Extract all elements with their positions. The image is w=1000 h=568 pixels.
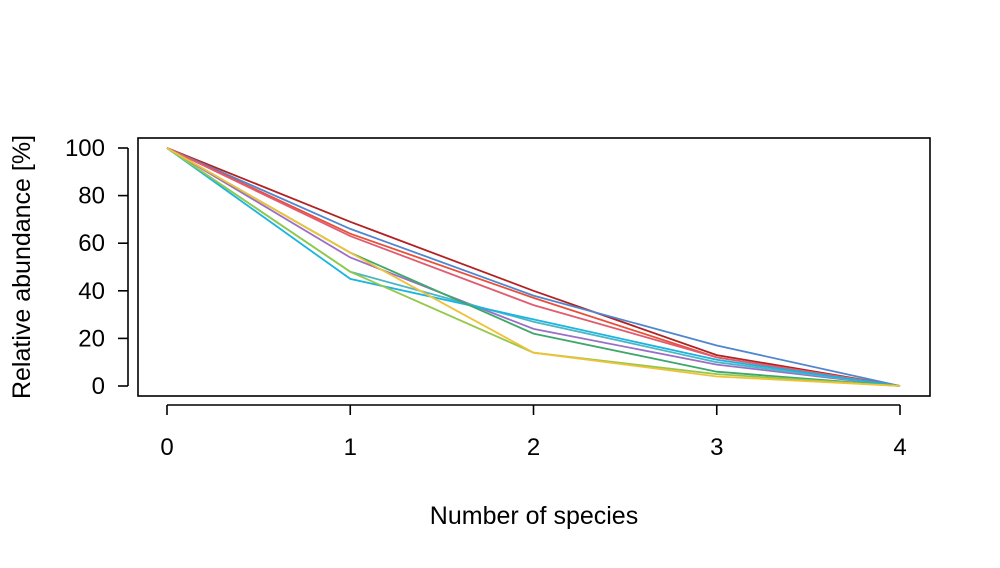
plot-frame bbox=[137, 137, 931, 397]
y-axis: 0 20 40 60 80 100 bbox=[65, 135, 129, 400]
series-line-1 bbox=[166, 147, 901, 387]
y-tick-label: 100 bbox=[65, 135, 105, 162]
series-line-9 bbox=[166, 147, 901, 387]
y-tick-label: 0 bbox=[92, 373, 105, 400]
series-line-4 bbox=[166, 147, 901, 387]
y-axis-title: Relative abundance [%] bbox=[8, 135, 36, 399]
x-axis: 0 1 2 3 4 bbox=[160, 404, 907, 461]
x-axis-title: Number of species bbox=[430, 502, 638, 530]
y-tick-label: 80 bbox=[78, 183, 105, 210]
series-line-5 bbox=[166, 147, 901, 387]
x-tick-label: 3 bbox=[710, 434, 723, 461]
y-tick-label: 20 bbox=[78, 325, 105, 352]
series-line-7 bbox=[166, 147, 901, 387]
y-tick-label: 40 bbox=[78, 278, 105, 305]
series-line-10 bbox=[166, 147, 901, 387]
series-line-2 bbox=[166, 147, 901, 387]
y-tick-label: 60 bbox=[78, 230, 105, 257]
x-tick-label: 2 bbox=[527, 434, 540, 461]
series-line-8 bbox=[166, 147, 901, 387]
x-tick-label: 0 bbox=[160, 434, 173, 461]
x-tick-label: 4 bbox=[893, 434, 906, 461]
series-layer bbox=[166, 147, 901, 387]
x-tick-label: 1 bbox=[344, 434, 357, 461]
series-line-3 bbox=[166, 147, 901, 387]
series-line-6 bbox=[166, 147, 901, 387]
